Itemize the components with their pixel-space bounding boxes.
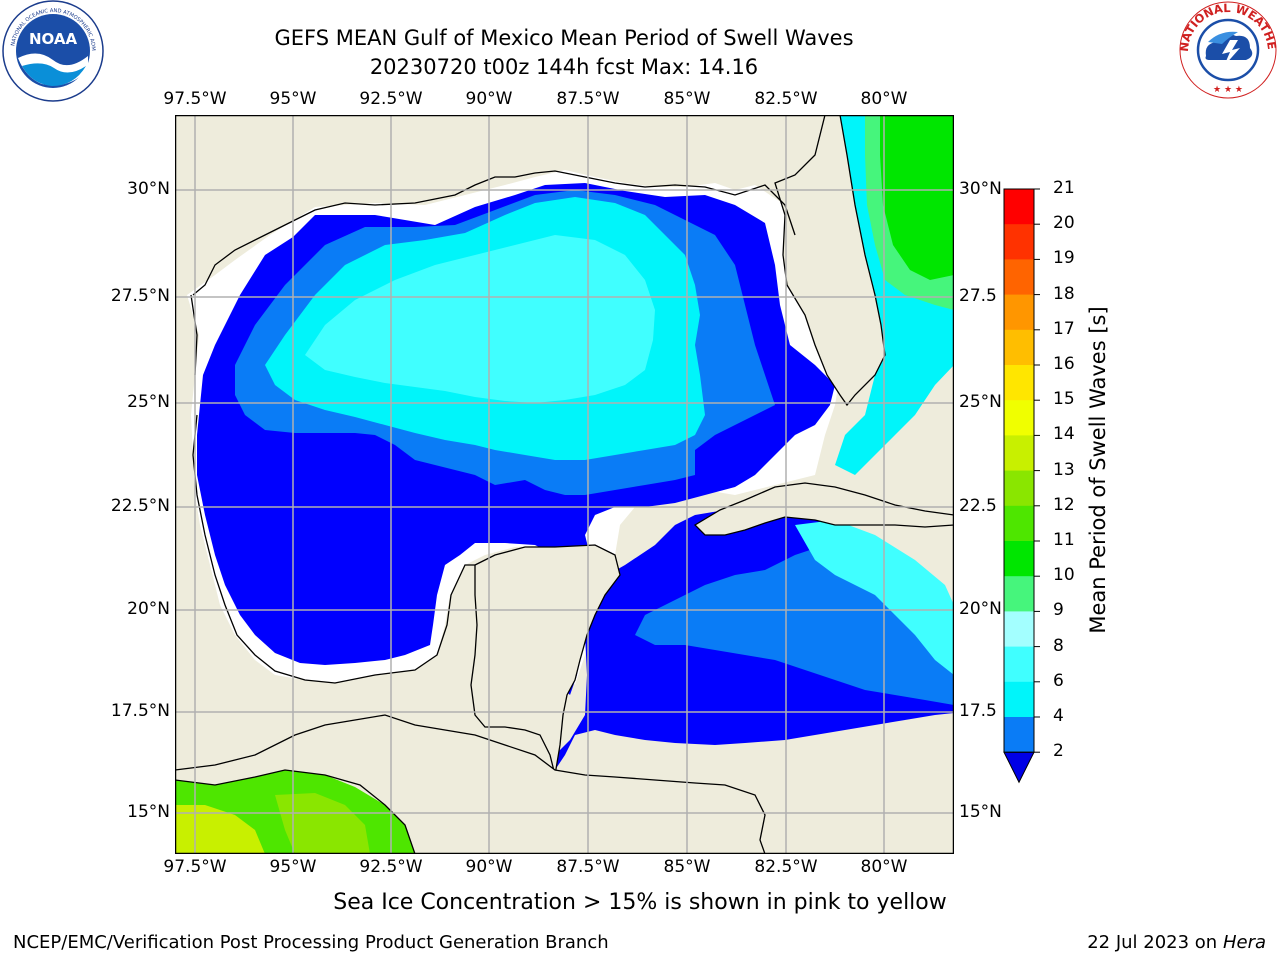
noaa-logo: NOAA NATIONAL OCEANIC AND ATMOSPHERIC AD… <box>0 0 104 102</box>
colorbar-band <box>1004 681 1034 718</box>
lon-label-bottom: 82.5°W <box>754 857 818 877</box>
colorbar-tick-label: 2 <box>1053 741 1064 762</box>
lon-label-bottom: 85°W <box>663 857 711 877</box>
lat-label-left: 20°N <box>127 599 170 619</box>
lat-label-left: 27.5°N <box>110 286 170 306</box>
lon-label-top: 92.5°W <box>359 89 423 109</box>
swell-region-pacific-lime <box>275 793 370 854</box>
colorbar-band <box>1004 329 1034 366</box>
lat-label-left: 30°N <box>127 179 170 199</box>
colorbar-tick-label: 19 <box>1053 248 1075 269</box>
swell-region-atlantic-bright-green <box>880 115 954 280</box>
map-frame <box>174 114 955 855</box>
lon-label-top: 85°W <box>663 89 711 109</box>
colorbar-extend-triangle <box>1003 751 1035 784</box>
colorbar-band <box>1004 470 1034 507</box>
map-svg <box>174 114 955 855</box>
colorbar-band <box>1004 294 1034 331</box>
colorbar-tick-label: 16 <box>1053 354 1075 374</box>
colorbar-tick-label: 8 <box>1053 635 1064 656</box>
colorbar-band <box>1004 646 1034 683</box>
svg-text:NOAA: NOAA <box>29 30 78 48</box>
lon-label-top: 87.5°W <box>556 89 620 109</box>
colorbar-tick-label: 4 <box>1053 706 1064 726</box>
footer-date: 22 Jul 2023 on <box>1087 932 1223 953</box>
swell-region-8s <box>305 235 655 403</box>
colorbar-label: Mean Period of Swell Waves [s] <box>1086 306 1110 634</box>
colorbar-band <box>1004 576 1034 612</box>
footer-host: Hera <box>1222 932 1266 953</box>
colorbar-band <box>1004 224 1034 260</box>
colorbar-tick-label: 17 <box>1053 318 1075 339</box>
lat-label-right: 20°N <box>959 599 1002 619</box>
lon-label-bottom: 90°W <box>465 857 513 877</box>
colorbar-band <box>1004 541 1034 577</box>
colorbar-band <box>1004 717 1034 753</box>
lat-label-left: 25°N <box>127 392 170 412</box>
nws-logo: NATIONAL WEATHER SERVICE ★ ★ ★ <box>1174 0 1279 100</box>
lon-label-bottom: 97.5°W <box>163 857 227 877</box>
lon-label-bottom: 95°W <box>269 857 317 877</box>
sea-ice-note: Sea Ice Concentration > 15% is shown in … <box>333 890 947 915</box>
lon-label-bottom: 87.5°W <box>556 857 620 877</box>
colorbar-tick-label: 18 <box>1053 283 1075 304</box>
lon-label-top: 80°W <box>860 89 908 109</box>
colorbar <box>996 180 1056 785</box>
colorbar-band <box>1004 365 1034 401</box>
map-grid <box>175 115 954 854</box>
colorbar-band <box>1004 611 1034 648</box>
colorbar-tick-label: 11 <box>1053 530 1075 550</box>
colorbar-tick-label: 10 <box>1053 565 1075 586</box>
lat-label-right: 15°N <box>959 802 1002 822</box>
cuba-island <box>693 482 955 536</box>
lon-label-top: 95°W <box>269 89 317 109</box>
lon-label-bottom: 92.5°W <box>359 857 423 877</box>
colorbar-band <box>1004 505 1034 542</box>
lat-label-left: 22.5°N <box>110 496 170 516</box>
colorbar-tick-label: 20 <box>1053 213 1075 234</box>
colorbar-svg <box>1003 188 1040 784</box>
lat-label-right: 25°N <box>959 392 1002 412</box>
lat-label-right: 17.5 <box>959 701 997 721</box>
lat-label-right: 30°N <box>959 179 1002 199</box>
colorbar-band <box>1004 400 1034 436</box>
colorbar-tick-label: 13 <box>1053 459 1075 480</box>
colorbar-tick-label: 6 <box>1053 670 1064 691</box>
colorbar-tick-label: 12 <box>1053 494 1075 515</box>
lon-label-top: 97.5°W <box>163 89 227 109</box>
footer-right: 22 Jul 2023 on Hera <box>1087 932 1266 953</box>
colorbar-tick-label: 9 <box>1053 600 1064 621</box>
colorbar-tick-label: 14 <box>1053 424 1075 445</box>
map-plot <box>174 114 955 855</box>
colorbar-band <box>1004 435 1034 472</box>
chart-title: GEFS MEAN Gulf of Mexico Mean Period of … <box>274 26 854 50</box>
svg-text:★ ★ ★: ★ ★ ★ <box>1213 85 1243 95</box>
lat-label-right: 22.5 <box>959 496 997 516</box>
lon-label-top: 82.5°W <box>754 89 818 109</box>
colorbar-band <box>1004 189 1034 225</box>
swell-region-pacific-yellow <box>175 805 265 854</box>
colorbar-tick-label: 15 <box>1053 389 1075 410</box>
central-america <box>174 714 766 855</box>
colorbar-band <box>1004 259 1034 296</box>
lon-label-top: 90°W <box>465 89 513 109</box>
lat-label-left: 15°N <box>127 802 170 822</box>
colorbar-tick-label: 21 <box>1053 178 1075 198</box>
swell-region-caribbean-light <box>795 520 954 675</box>
lon-label-bottom: 80°W <box>860 857 908 877</box>
lat-label-right: 27.5 <box>959 286 997 306</box>
lat-label-left: 17.5°N <box>110 701 170 721</box>
chart-subtitle: 20230720 t00z 144h fcst Max: 14.16 <box>369 55 759 79</box>
yucatan-peninsula <box>470 544 621 776</box>
footer-left: NCEP/EMC/Verification Post Processing Pr… <box>13 932 609 953</box>
